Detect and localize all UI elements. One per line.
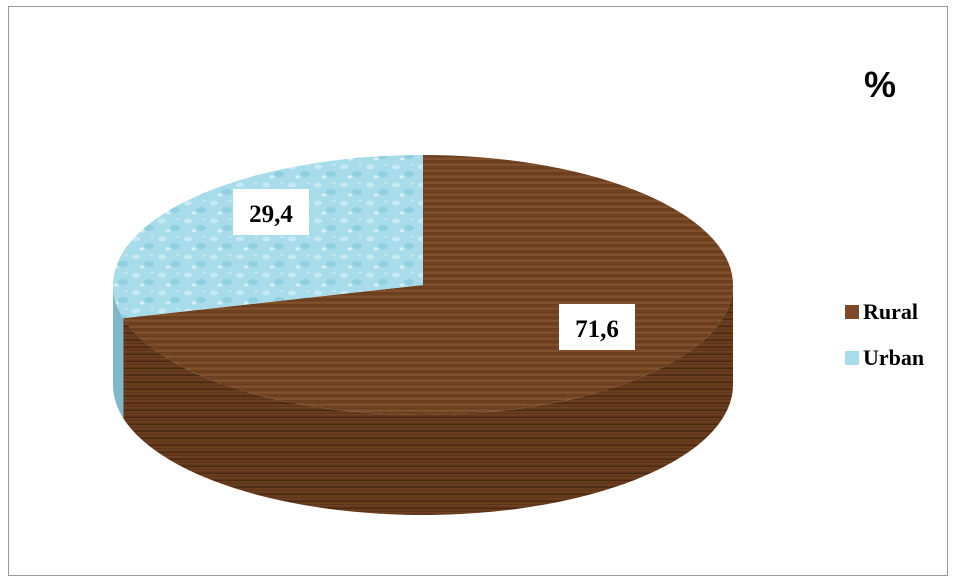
legend-item-urban: Urban	[845, 341, 924, 375]
legend-label-rural: Rural	[863, 299, 918, 325]
svg-text:71,6: 71,6	[575, 316, 619, 343]
legend-label-urban: Urban	[863, 345, 924, 371]
data-label-urban: 29,4	[233, 189, 309, 235]
legend: Rural Urban	[845, 295, 924, 387]
legend-item-rural: Rural	[845, 295, 924, 329]
data-label-rural: 71,6	[559, 304, 635, 350]
svg-text:29,4: 29,4	[249, 201, 293, 228]
legend-swatch-rural	[845, 305, 859, 319]
legend-swatch-urban	[845, 351, 859, 365]
